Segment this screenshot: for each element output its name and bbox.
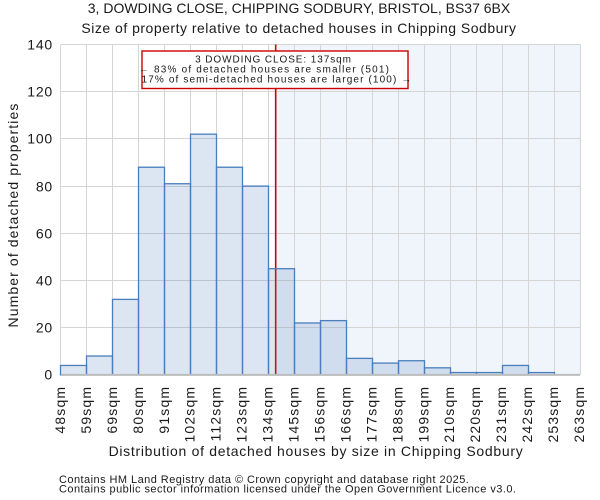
svg-text:3, DOWDING CLOSE, CHIPPING SOD: 3, DOWDING CLOSE, CHIPPING SODBURY, BRIS… <box>88 0 511 16</box>
svg-text:Size of property relative to d: Size of property relative to detached ho… <box>81 20 516 36</box>
svg-text:120: 120 <box>27 83 53 99</box>
svg-text:17% of semi-detached houses ar: 17% of semi-detached houses are larger (… <box>142 75 413 86</box>
svg-text:40: 40 <box>36 272 53 288</box>
svg-text:199sqm: 199sqm <box>415 386 431 443</box>
svg-text:166sqm: 166sqm <box>337 386 353 443</box>
svg-text:156sqm: 156sqm <box>312 386 328 443</box>
svg-text:177sqm: 177sqm <box>363 386 379 443</box>
svg-text:60: 60 <box>36 225 53 241</box>
svg-text:102sqm: 102sqm <box>182 386 198 443</box>
svg-text:188sqm: 188sqm <box>389 386 405 443</box>
svg-text:20: 20 <box>36 319 53 335</box>
svg-text:Contains HM Land Registry data: Contains HM Land Registry data © Crown c… <box>59 474 469 486</box>
svg-text:80: 80 <box>36 178 53 194</box>
svg-text:140: 140 <box>27 36 53 52</box>
svg-text:210sqm: 210sqm <box>441 386 457 443</box>
svg-text:242sqm: 242sqm <box>519 386 535 443</box>
svg-text:263sqm: 263sqm <box>571 386 587 443</box>
svg-text:59sqm: 59sqm <box>78 386 94 434</box>
svg-text:69sqm: 69sqm <box>104 386 120 434</box>
svg-text:231sqm: 231sqm <box>493 386 509 443</box>
svg-text:0: 0 <box>44 366 53 382</box>
svg-text:← 83% of detached houses are s: ← 83% of detached houses are smaller (50… <box>139 65 390 76</box>
svg-text:3 DOWDING CLOSE: 137sqm: 3 DOWDING CLOSE: 137sqm <box>195 55 352 66</box>
svg-text:112sqm: 112sqm <box>208 386 224 442</box>
svg-text:Contains public sector informa: Contains public sector information licen… <box>59 483 516 495</box>
svg-text:Distribution of detached house: Distribution of detached houses by size … <box>109 443 524 459</box>
svg-text:100: 100 <box>27 130 53 146</box>
svg-text:Number of detached properties: Number of detached properties <box>5 103 21 328</box>
svg-text:80sqm: 80sqm <box>130 386 146 434</box>
svg-text:134sqm: 134sqm <box>260 386 276 443</box>
svg-text:253sqm: 253sqm <box>545 386 561 443</box>
svg-text:145sqm: 145sqm <box>286 386 302 443</box>
svg-text:48sqm: 48sqm <box>52 386 68 434</box>
svg-text:220sqm: 220sqm <box>467 386 483 443</box>
svg-text:91sqm: 91sqm <box>156 386 172 434</box>
svg-text:123sqm: 123sqm <box>234 386 250 443</box>
